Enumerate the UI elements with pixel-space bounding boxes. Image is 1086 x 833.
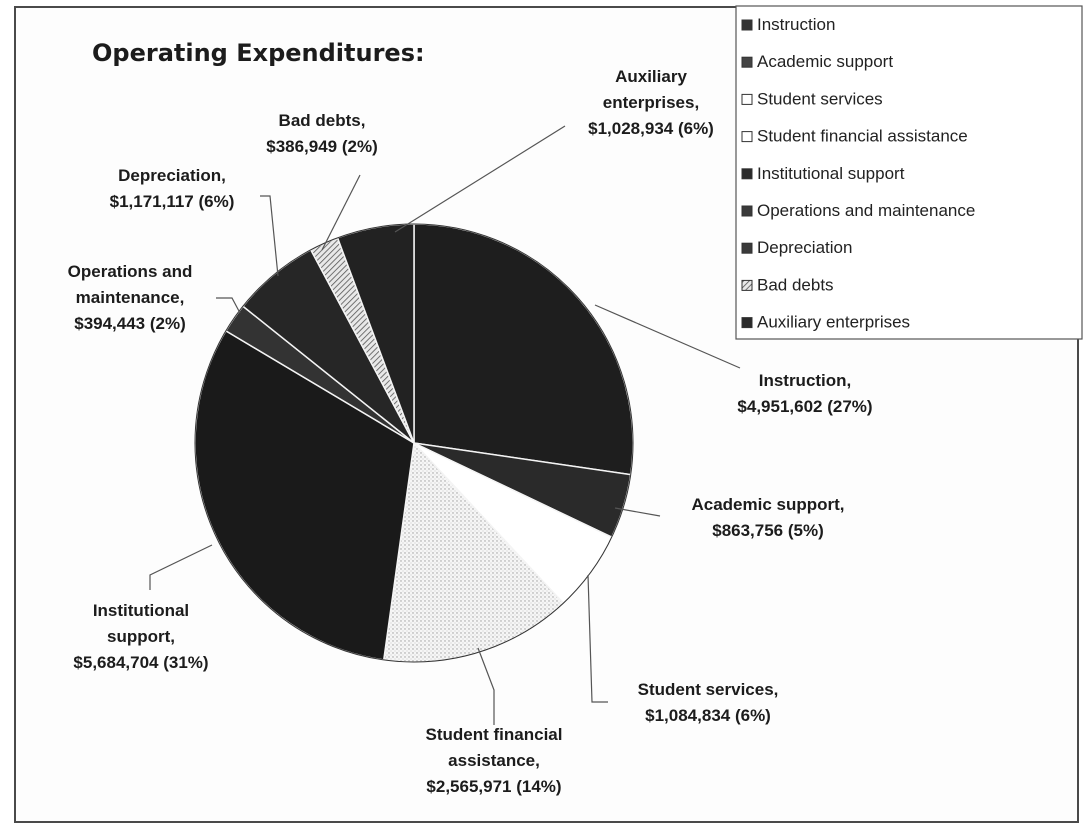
legend-swatch-depreciation: [741, 242, 753, 254]
legend-label-depreciation: Depreciation: [757, 238, 852, 257]
leader-student-financial-assistance: [477, 647, 495, 725]
slice-labels: Instruction, $4,951,602 (27%) Academic sup…: [68, 67, 873, 796]
legend-label-operations-and-maintenance: Operations and maintenance: [757, 201, 975, 220]
label-bad-debts: Bad debts, $386,949 (2%): [266, 111, 378, 156]
label-auxiliary-enterprises: Auxiliary enterprises, $1,028,934 (6%): [588, 67, 714, 138]
label-operations-and-maintenance: Operations and maintenance, $394,443 (2%): [68, 262, 193, 333]
leader-institutional-support: [149, 544, 213, 590]
legend-label-student-financial-assistance: Student financial assistance: [757, 127, 968, 146]
legend-swatch-operations-and-maintenance: [741, 205, 753, 217]
legend-swatch-academic-support: [741, 56, 753, 68]
legend-label-auxiliary-enterprises: Auxiliary enterprises: [757, 313, 910, 332]
label-student-financial-assistance: Student financial assistance, $2,565,971 (…: [426, 725, 563, 796]
legend-box: [735, 5, 1083, 340]
leader-depreciation: [260, 195, 279, 277]
leader-student-services: [587, 574, 608, 703]
legend-swatch-student-services: [741, 93, 753, 105]
legend-swatch-institutional-support: [741, 168, 753, 180]
pie-outline: [194, 223, 634, 663]
legend-label-student-services: Student services: [757, 89, 883, 108]
leader-auxiliary-enterprises: [394, 125, 566, 233]
legend-swatch-auxiliary-enterprises: [741, 317, 753, 329]
leader-operations-and-maintenance: [216, 297, 241, 314]
label-student-services: Student services, $1,084,834 (6%): [638, 680, 779, 725]
legend-label-bad-debts: Bad debts: [757, 275, 834, 294]
label-instruction: Instruction, $4,951,602 (27%): [737, 371, 872, 416]
chart-title: Operating Expenditures:: [92, 39, 425, 67]
leader-academic-support: [614, 507, 661, 517]
legend-label-instruction: Instruction: [757, 15, 835, 34]
legend-swatch-instruction: [741, 19, 753, 31]
legend-label-academic-support: Academic support: [757, 52, 893, 71]
leader-lines: [149, 125, 741, 725]
legend-swatch-student-financial-assistance: [741, 131, 753, 143]
label-academic-support: Academic support, $863,756 (5%): [691, 495, 844, 540]
legend-swatch-bad-debts: [741, 279, 753, 291]
legend-label-institutional-support: Institutional support: [757, 164, 905, 183]
pie-slices: [194, 223, 634, 663]
label-depreciation: Depreciation, $1,171,117 (6%): [110, 166, 235, 211]
leader-instruction: [594, 304, 741, 369]
leader-bad-debts: [321, 174, 361, 251]
slice-instruction: [413, 223, 634, 476]
label-institutional-support: Institutional support, $5,684,704 (31%): [73, 601, 208, 672]
legend: Instruction Academic support Student servi…: [735, 5, 1083, 340]
